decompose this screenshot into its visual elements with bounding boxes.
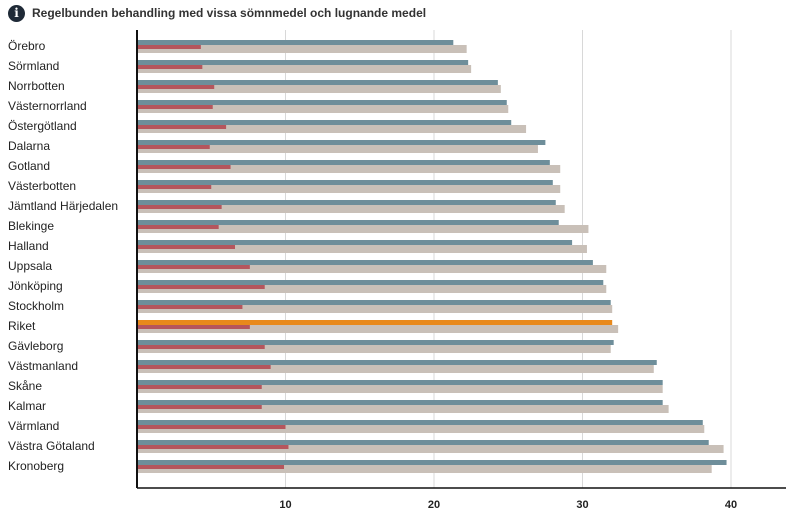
- bar-riket-series-1: [137, 320, 613, 325]
- bar-riket-series-3: [137, 325, 250, 329]
- bar-örebro-series-3: [137, 45, 201, 49]
- bar-västerbotten-series-2: [137, 185, 561, 193]
- bar-norrbotten-series-3: [137, 85, 215, 89]
- bar-skåne-series-2: [137, 385, 663, 393]
- bar-stockholm-series-1: [137, 300, 611, 305]
- category-label: Västmanland: [8, 359, 78, 373]
- bar-kalmar-series-1: [137, 400, 663, 405]
- bar-västra-götaland-series-1: [137, 440, 709, 445]
- x-tick-label: 40: [725, 499, 737, 511]
- bar-västerbotten-series-1: [137, 180, 553, 185]
- bar-jönköping-series-3: [137, 285, 265, 289]
- bar-västernorrland-series-1: [137, 100, 507, 105]
- category-label: Östergötland: [8, 119, 77, 133]
- bar-östergötland-series-3: [137, 125, 227, 129]
- category-label: Västernorrland: [8, 99, 87, 113]
- category-label: Norrbotten: [8, 79, 65, 93]
- bar-gotland-series-3: [137, 165, 231, 169]
- bar-blekinge-series-3: [137, 225, 219, 229]
- bar-värmland-series-3: [137, 425, 286, 429]
- x-tick-label: 30: [576, 499, 588, 511]
- category-label: Kronoberg: [8, 459, 64, 473]
- bar-uppsala-series-1: [137, 260, 593, 265]
- chart-title: Regelbunden behandling med vissa sömnmed…: [32, 6, 427, 20]
- bar-halland-series-1: [137, 240, 573, 245]
- bar-östergötland-series-2: [137, 125, 527, 133]
- bar-uppsala-series-2: [137, 265, 607, 273]
- bar-halland-series-2: [137, 245, 587, 253]
- bar-kronoberg-series-2: [137, 465, 712, 473]
- category-label: Skåne: [8, 379, 42, 393]
- bar-dalarna-series-2: [137, 145, 538, 153]
- bar-sörmland-series-2: [137, 65, 472, 73]
- bar-dalarna-series-3: [137, 145, 210, 149]
- bar-västerbotten-series-3: [137, 185, 212, 189]
- category-label: Halland: [8, 239, 49, 253]
- bar-östergötland-series-1: [137, 120, 512, 125]
- bar-kalmar-series-3: [137, 405, 262, 409]
- bar-skåne-series-3: [137, 385, 262, 389]
- bar-riket-series-2: [137, 325, 619, 333]
- category-label: Sörmland: [8, 59, 59, 73]
- category-label: Gävleborg: [8, 339, 63, 353]
- bar-stockholm-series-2: [137, 305, 613, 313]
- category-label: Kalmar: [8, 399, 46, 413]
- bar-örebro-series-2: [137, 45, 467, 53]
- bar-norrbotten-series-1: [137, 80, 498, 85]
- bar-sörmland-series-1: [137, 60, 469, 65]
- bar-jämtland-härjedalen-series-2: [137, 205, 565, 213]
- x-tick-label: 10: [279, 499, 291, 511]
- bar-gävleborg-series-3: [137, 345, 265, 349]
- bar-skåne-series-1: [137, 380, 663, 385]
- bar-västernorrland-series-3: [137, 105, 213, 109]
- bar-halland-series-3: [137, 245, 236, 249]
- category-label: Jämtland Härjedalen: [8, 199, 118, 213]
- category-label: Uppsala: [8, 259, 52, 273]
- category-label: Blekinge: [8, 219, 54, 233]
- bar-blekinge-series-1: [137, 220, 559, 225]
- bar-dalarna-series-1: [137, 140, 546, 145]
- category-label: Jönköping: [8, 279, 63, 293]
- bar-västmanland-series-1: [137, 360, 657, 365]
- category-label: Riket: [8, 319, 36, 333]
- category-label: Västerbotten: [8, 179, 76, 193]
- bar-kronoberg-series-1: [137, 460, 727, 465]
- bar-värmland-series-2: [137, 425, 705, 433]
- bar-kronoberg-series-3: [137, 465, 285, 469]
- category-label: Dalarna: [8, 139, 50, 153]
- bar-gävleborg-series-1: [137, 340, 614, 345]
- bar-jämtland-härjedalen-series-1: [137, 200, 556, 205]
- bar-jönköping-series-2: [137, 285, 607, 293]
- chart-header: i Regelbunden behandling med vissa sömnm…: [8, 3, 426, 23]
- bar-stockholm-series-3: [137, 305, 243, 309]
- bar-gotland-series-2: [137, 165, 561, 173]
- bar-jönköping-series-1: [137, 280, 604, 285]
- info-icon[interactable]: i: [8, 4, 25, 22]
- bar-västra-götaland-series-2: [137, 445, 724, 453]
- bar-västmanland-series-2: [137, 365, 654, 373]
- bar-blekinge-series-2: [137, 225, 589, 233]
- bar-värmland-series-1: [137, 420, 703, 425]
- bar-jämtland-härjedalen-series-3: [137, 205, 222, 209]
- bar-västernorrland-series-2: [137, 105, 509, 113]
- bar-västra-götaland-series-3: [137, 445, 289, 449]
- bar-västmanland-series-3: [137, 365, 271, 369]
- bar-gävleborg-series-2: [137, 345, 611, 353]
- bar-norrbotten-series-2: [137, 85, 501, 93]
- bar-örebro-series-1: [137, 40, 454, 45]
- category-label: Västra Götaland: [8, 439, 95, 453]
- category-label: Örebro: [8, 39, 46, 53]
- category-label: Stockholm: [8, 299, 64, 313]
- bar-sörmland-series-3: [137, 65, 203, 69]
- bar-uppsala-series-3: [137, 265, 250, 269]
- category-label: Gotland: [8, 159, 50, 173]
- bar-gotland-series-1: [137, 160, 550, 165]
- bar-kalmar-series-2: [137, 405, 669, 413]
- category-label: Värmland: [8, 419, 59, 433]
- x-tick-label: 20: [428, 499, 440, 511]
